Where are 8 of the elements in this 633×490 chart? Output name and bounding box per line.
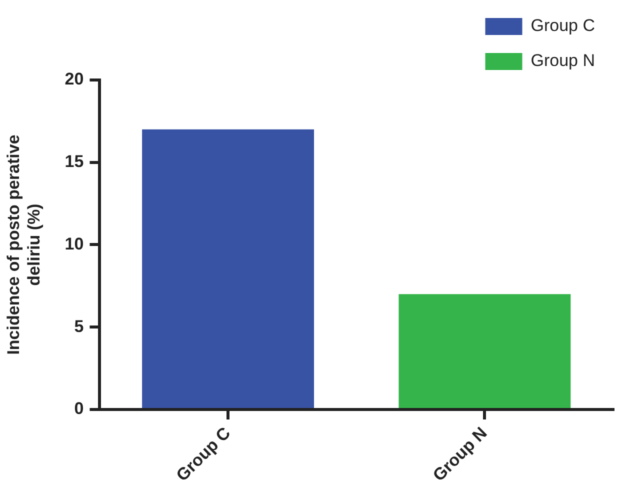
y-tick-label: 0: [74, 399, 84, 418]
y-tick-label: 15: [64, 152, 84, 172]
y-tick-label: 20: [64, 70, 84, 89]
legend-label: Group N: [530, 51, 595, 70]
y-tick-label: 5: [74, 316, 84, 336]
y-tick-label: 10: [64, 234, 84, 254]
legend-label: Group C: [530, 16, 595, 36]
y-axis-title: Incidence of posto perative deliriu (%): [4, 134, 44, 355]
